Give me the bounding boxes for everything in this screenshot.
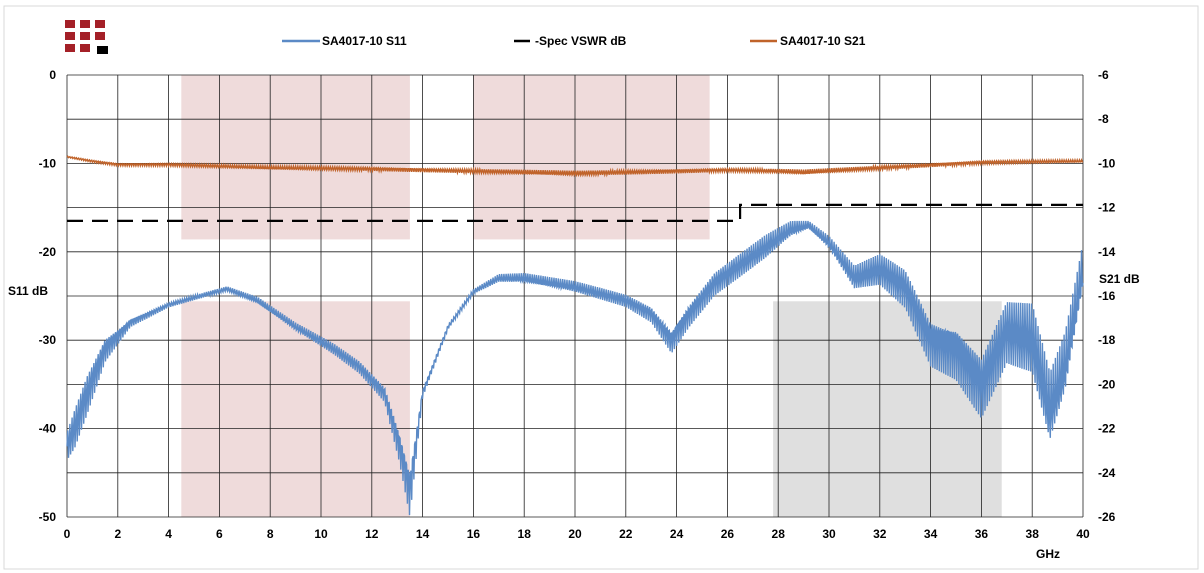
- x-tick-label-8: 16: [467, 527, 481, 541]
- tick-labels: 0 2 4 6 8 10 12 14 16 18 20 22 24 26 28 30 32 34 36 38 400-1…: [39, 68, 1116, 541]
- x-tick-label-17: 34: [924, 527, 938, 541]
- band-0: [181, 75, 410, 240]
- series-line-1: [67, 203, 1083, 222]
- series-line-2: [66, 155, 1084, 178]
- y-right-tick-label-10: -26: [1098, 510, 1116, 524]
- legend-item-spec: -Spec VSWR dB: [514, 34, 627, 48]
- y-right-tick-label-3: -12: [1098, 201, 1116, 215]
- x-tick-label-20: 40: [1076, 527, 1090, 541]
- legend-item-s11: SA4017-10 S11: [282, 34, 407, 48]
- x-axis-unit: GHz: [1036, 547, 1060, 561]
- y-left-tick-label-5: -50: [39, 510, 57, 524]
- y-left-tick-label-3: -30: [39, 333, 57, 347]
- x-tick-label-13: 26: [721, 527, 735, 541]
- x-tick-label-6: 12: [365, 527, 379, 541]
- x-tick-label-14: 28: [772, 527, 786, 541]
- legend-label-spec: -Spec VSWR dB: [535, 34, 627, 48]
- y-right-tick-label-4: -14: [1098, 245, 1116, 259]
- y-left-tick-label-0: 0: [49, 68, 56, 82]
- x-tick-label-0: 0: [64, 527, 71, 541]
- y-axis-left-label: S11 dB: [8, 284, 48, 298]
- y-right-tick-label-5: -16: [1098, 289, 1116, 303]
- x-tick-label-1: 2: [114, 527, 121, 541]
- legend-label-spec-name: Spec VSWR dB: [539, 34, 627, 48]
- legend-item-s21: SA4017-10 S21: [750, 34, 866, 48]
- legend-label-s21: SA4017-10 S21: [780, 34, 866, 48]
- y-right-tick-label-2: -10: [1098, 156, 1116, 170]
- x-tick-label-7: 14: [416, 527, 430, 541]
- logo-icon: [65, 20, 108, 54]
- y-left-tick-label-2: -20: [39, 245, 57, 259]
- y-right-tick-label-9: -24: [1098, 466, 1116, 480]
- y-right-tick-label-0: -6: [1098, 68, 1109, 82]
- y-right-tick-label-1: -8: [1098, 112, 1109, 126]
- x-tick-label-12: 24: [670, 527, 684, 541]
- y-left-tick-label-1: -10: [39, 156, 57, 170]
- y-right-tick-label-8: -22: [1098, 422, 1116, 436]
- x-tick-label-15: 30: [822, 527, 836, 541]
- x-tick-label-11: 22: [619, 527, 633, 541]
- band-1: [473, 75, 710, 240]
- x-tick-label-3: 6: [216, 527, 223, 541]
- y-right-tick-label-6: -18: [1098, 333, 1116, 347]
- series-lines: [66, 155, 1084, 516]
- x-tick-label-10: 20: [568, 527, 582, 541]
- y-axis-right-label: S21 dB: [1099, 272, 1140, 286]
- x-tick-label-9: 18: [518, 527, 532, 541]
- band-3: [773, 301, 1002, 517]
- y-right-tick-label-7: -20: [1098, 377, 1116, 391]
- band-2: [181, 301, 410, 517]
- x-tick-label-19: 38: [1026, 527, 1040, 541]
- x-tick-label-4: 8: [267, 527, 274, 541]
- legend: SA4017-10 S11 -Spec VSWR dB SA4017-10 S2…: [282, 34, 866, 48]
- x-tick-label-16: 32: [873, 527, 887, 541]
- x-tick-label-2: 4: [165, 527, 172, 541]
- grid: [66, 74, 1084, 518]
- x-tick-label-5: 10: [314, 527, 328, 541]
- y-left-tick-label-4: -40: [39, 422, 57, 436]
- x-tick-label-18: 36: [975, 527, 989, 541]
- series-line-0: [66, 220, 1084, 516]
- legend-label-s11: SA4017-10 S11: [322, 34, 407, 48]
